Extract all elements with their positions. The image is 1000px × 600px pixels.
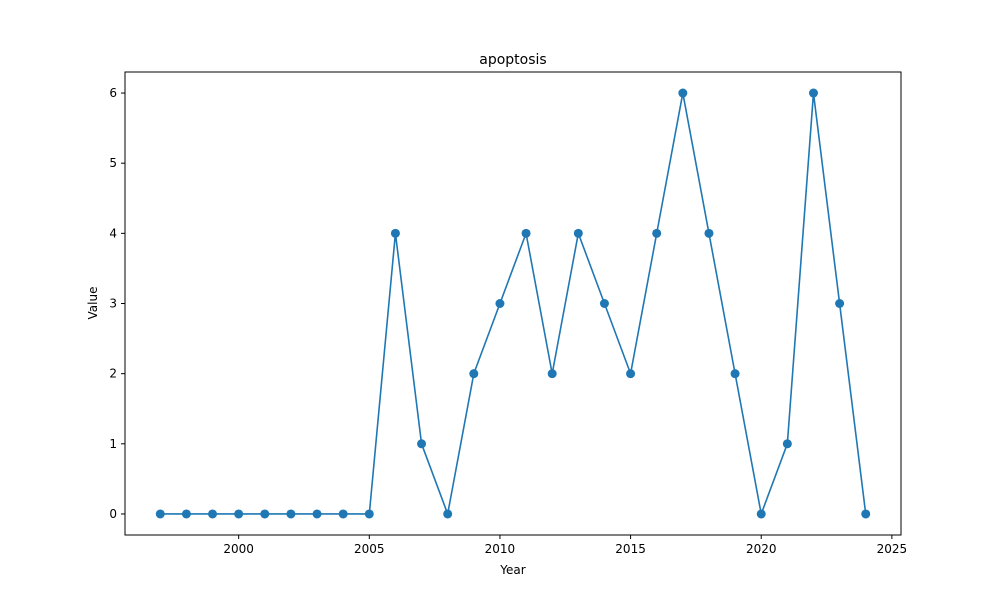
- y-tick-label: 4: [109, 226, 117, 240]
- data-point: [417, 439, 427, 449]
- data-point: [234, 509, 244, 519]
- data-point: [756, 509, 766, 519]
- data-point: [835, 299, 845, 308]
- y-axis: 0 1 2 3 4 5 6: [109, 86, 125, 521]
- data-point: [364, 509, 374, 519]
- data-point: [286, 509, 296, 519]
- x-tick-label: 2000: [223, 542, 254, 556]
- data-point: [208, 509, 218, 519]
- data-point: [469, 369, 479, 379]
- data-point: [390, 228, 400, 238]
- series-layer: [155, 88, 871, 519]
- x-tick-label: 2005: [354, 542, 385, 556]
- data-point: [573, 228, 583, 238]
- plot-area: 2000 2005 2010 2015 2020 2025 0 1 2 3 4 5 6: [109, 71, 907, 556]
- data-point: [599, 299, 609, 308]
- chart-title: apoptosis: [479, 52, 546, 68]
- y-tick-label: 2: [109, 367, 117, 381]
- data-point: [704, 228, 714, 238]
- data-point: [861, 509, 871, 519]
- data-point: [521, 228, 531, 238]
- data-point: [808, 88, 818, 98]
- y-tick-label: 1: [109, 437, 117, 451]
- y-tick-label: 5: [109, 156, 117, 170]
- data-point: [443, 509, 453, 519]
- y-tick-label: 6: [109, 86, 117, 100]
- data-point: [260, 509, 270, 519]
- y-tick-label: 0: [109, 507, 117, 521]
- x-tick-label: 2015: [615, 542, 646, 556]
- data-point: [782, 439, 792, 449]
- data-point: [652, 228, 662, 238]
- series-line: [160, 92, 867, 515]
- data-point: [730, 369, 740, 379]
- data-point: [678, 88, 688, 98]
- data-point: [338, 509, 348, 519]
- data-point: [547, 369, 557, 379]
- y-tick-label: 3: [109, 297, 117, 311]
- x-tick-label: 2020: [746, 542, 777, 556]
- data-point: [181, 509, 191, 519]
- x-axis-label: Year: [499, 563, 525, 577]
- x-tick-label: 2025: [877, 542, 908, 556]
- data-point: [495, 299, 505, 308]
- data-point: [155, 509, 165, 519]
- x-axis: 2000 2005 2010 2015 2020 2025: [223, 535, 907, 556]
- data-point: [626, 369, 636, 379]
- data-point: [312, 509, 322, 519]
- x-tick-label: 2010: [485, 542, 516, 556]
- y-axis-label: Value: [86, 287, 100, 320]
